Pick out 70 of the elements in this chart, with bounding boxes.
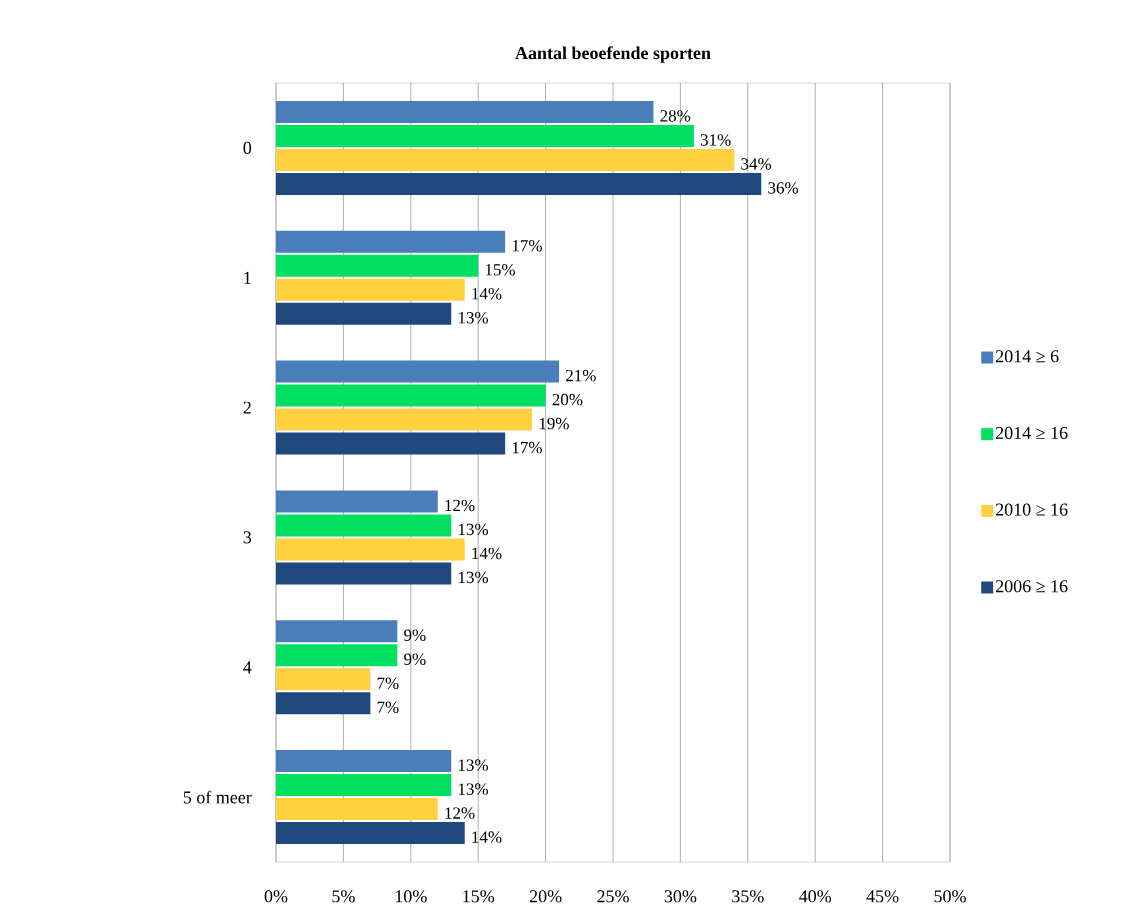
bar: [276, 538, 465, 561]
y-tick-label: 4: [243, 661, 252, 674]
data-label: 13%: [458, 571, 489, 584]
bar: [276, 774, 452, 797]
x-tick-label: 40%: [799, 890, 832, 903]
x-tick-label: 50%: [934, 890, 966, 903]
bar: [276, 278, 465, 301]
data-label: 14%: [472, 547, 502, 560]
x-tick-label: 45%: [866, 890, 899, 903]
data-label: 13%: [458, 311, 489, 324]
bar: [276, 254, 479, 277]
x-tick-label: 25%: [597, 890, 629, 903]
data-label: 9%: [404, 653, 426, 666]
bar: [276, 432, 506, 455]
data-label: 17%: [512, 239, 542, 252]
bar: [276, 644, 398, 667]
bar: [276, 384, 546, 407]
legend-label: 2014 ≥ 6: [995, 350, 1059, 363]
data-label: 9%: [404, 629, 426, 642]
bar: [276, 620, 398, 643]
data-label: 7%: [377, 677, 399, 690]
data-label: 20%: [552, 393, 583, 406]
y-tick-label: 3: [243, 531, 252, 544]
x-tick-label: 20%: [529, 890, 562, 903]
data-label: 21%: [566, 369, 596, 382]
legend-label: 2006 ≥ 16: [995, 580, 1068, 593]
bar: [276, 302, 452, 325]
bar: [276, 798, 438, 821]
y-tick-label: 5 of meer: [183, 790, 252, 804]
data-label: 36%: [768, 182, 799, 194]
legend-label: 2014 ≥ 16: [995, 426, 1068, 439]
data-label: 17%: [512, 441, 542, 454]
data-label: 12%: [445, 807, 475, 819]
x-tick-label: 35%: [732, 890, 764, 903]
data-label: 19%: [539, 417, 569, 430]
bar: [276, 230, 506, 253]
bar: [276, 100, 654, 123]
data-label: 31%: [700, 134, 731, 146]
bar: [276, 668, 371, 691]
bar: [276, 172, 762, 195]
bar: [276, 822, 465, 845]
x-tick-label: 0%: [264, 890, 288, 903]
bar: [276, 490, 438, 513]
x-tick-label: 10%: [395, 890, 427, 903]
chart-title: Aantal beoefende sporten: [515, 46, 711, 63]
data-label: 14%: [472, 831, 502, 843]
bar: [276, 148, 735, 171]
data-label: 15%: [485, 263, 515, 276]
x-tick-label: 15%: [463, 890, 495, 903]
bar: [276, 408, 533, 431]
data-label: 13%: [458, 523, 489, 536]
bar: [276, 124, 694, 147]
x-tick-label: 5%: [332, 890, 355, 903]
bar: [276, 692, 371, 715]
data-label: 14%: [472, 287, 502, 300]
y-tick-label: 0: [243, 141, 252, 154]
x-tick-label: 30%: [664, 890, 697, 903]
legend-label: 2010 ≥ 16: [995, 503, 1068, 516]
data-label: 34%: [741, 158, 772, 170]
data-label: 7%: [377, 701, 399, 714]
bar: [276, 562, 452, 585]
data-label: 12%: [445, 499, 475, 512]
y-tick-label: 2: [243, 401, 251, 414]
y-tick-label: 1: [244, 271, 251, 284]
bar: [276, 360, 560, 383]
data-label: 13%: [458, 759, 489, 771]
data-label: 28%: [660, 110, 691, 122]
data-label: 13%: [458, 783, 489, 795]
bar: [276, 514, 452, 537]
bar: [276, 750, 452, 773]
